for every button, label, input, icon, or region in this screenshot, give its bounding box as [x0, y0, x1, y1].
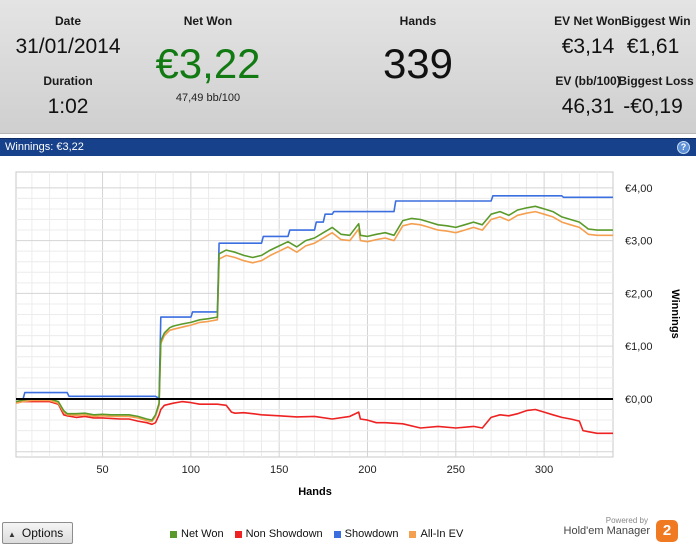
bb-per-100-value: 47,49 bb/100 [175, 92, 241, 104]
series-line-non-showdown [16, 400, 613, 435]
triangle-up-icon: ▲ [8, 530, 16, 539]
series-line-all-in-ev [15, 210, 613, 423]
options-label: Options [21, 526, 64, 540]
axis-ticks: 50 100 150 200 250 300 €0,00 €1,00 €2,00 €3,00 €4,… [96, 183, 652, 476]
series-line-showdown [16, 194, 613, 400]
series-line-net-won [15, 205, 613, 421]
legend-swatch-showdown [333, 530, 341, 538]
biggest-win-label: Biggest Win [621, 14, 691, 28]
y-tick-label: €0,00 [625, 394, 653, 406]
biggest-win-value: €1,61 [626, 35, 680, 58]
winnings-chart: 50 100 150 200 250 300 €0,00 €1,00 €2,00 €3,00 €4,… [15, 171, 681, 498]
legend-label: All-In EV [420, 528, 464, 540]
legend-swatch-net-won [170, 530, 177, 538]
ev-bb100-value: 46,31 [561, 95, 615, 118]
holdem-manager-logo-icon: 2 [656, 520, 678, 542]
biggest-loss-label: Biggest Loss [618, 74, 694, 88]
legend-swatch-non-showdown [234, 530, 242, 538]
x-tick-label: 200 [358, 464, 376, 476]
powered-by-text: Powered by [605, 516, 648, 525]
ev-net-won-label: EV Net Won [554, 14, 622, 28]
chart-title-label: Winnings: [5, 141, 54, 153]
x-tick-label: 100 [182, 464, 200, 476]
help-icon[interactable]: ? [677, 141, 690, 154]
legend-label: Net Won [181, 528, 224, 540]
net-won-label: Net Won [183, 14, 233, 28]
y-tick-label: €4,00 [625, 183, 653, 195]
winnings-chart-area: 50 100 150 200 250 300 €0,00 €1,00 €2,00 €3,00 €4,… [0, 156, 696, 548]
ev-net-won-value: €3,14 [561, 35, 615, 58]
brand-name: Hold'em Manager [563, 525, 650, 537]
legend-item-allin-ev[interactable]: All-In EV [409, 527, 463, 541]
y-tick-label: €3,00 [625, 236, 653, 248]
series-lines [15, 194, 613, 435]
net-won-value: €3,22 [155, 40, 261, 87]
legend-item-showdown[interactable]: Showdown [333, 527, 399, 541]
hands-value: 339 [382, 40, 454, 87]
legend-swatch-allin-ev [409, 530, 417, 538]
holdem-manager-brand: Powered by Hold'em Manager 2 [552, 514, 682, 544]
duration-label: Duration [43, 74, 93, 88]
duration-value: 1:02 [47, 95, 89, 118]
x-tick-label: 300 [535, 464, 553, 476]
x-tick-label: 50 [96, 464, 108, 476]
legend-item-non-showdown[interactable]: Non Showdown [234, 527, 323, 541]
chart-title-value: €3,22 [56, 141, 84, 153]
legend-label: Showdown [344, 528, 399, 540]
session-stats-panel: Date 31/01/2014 Duration 1:02 Net Won €3… [0, 0, 696, 134]
legend-label: Non Showdown [245, 528, 323, 540]
legend-item-net-won[interactable]: Net Won [170, 527, 224, 541]
hands-label: Hands [399, 14, 437, 28]
ev-bb100-label: EV (bb/100) [555, 74, 621, 88]
y-tick-label: €2,00 [625, 288, 653, 300]
y-tick-label: €1,00 [625, 341, 653, 353]
date-value: 31/01/2014 [15, 35, 121, 58]
x-tick-label: 150 [270, 464, 288, 476]
options-button[interactable]: ▲ Options [2, 522, 73, 544]
chart-legend: Net Won Non Showdown Showdown All-In EV [170, 527, 474, 541]
biggest-loss-value: -€0,19 [623, 95, 683, 118]
x-tick-label: 250 [447, 464, 465, 476]
chart-title-bar: Winnings: €3,22 ? [0, 138, 696, 156]
date-label: Date [54, 14, 81, 28]
y-axis-label: Winnings [669, 289, 681, 338]
x-axis-label: Hands [298, 486, 332, 498]
